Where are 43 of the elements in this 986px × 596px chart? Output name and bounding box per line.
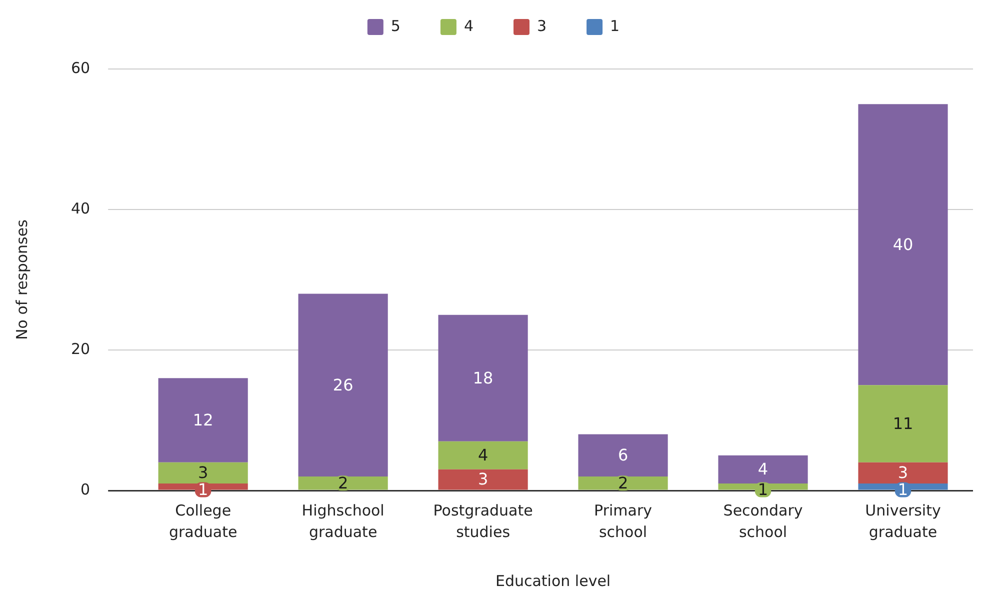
legend-label: 1 <box>610 16 620 35</box>
bar <box>718 455 808 484</box>
bar <box>438 441 528 470</box>
y-tick-label: 20 <box>70 340 90 358</box>
data-label: 4 <box>478 446 488 465</box>
data-label: 6 <box>618 446 628 465</box>
x-tick-label: Primary school <box>594 501 652 542</box>
bar <box>438 469 528 490</box>
data-label: 12 <box>192 410 214 430</box>
x-axis-title: Education level <box>495 572 611 590</box>
x-tick-label: Highschool graduate <box>302 501 384 542</box>
data-label: 3 <box>198 463 208 482</box>
data-label: 1 <box>758 480 768 499</box>
y-axis-title: No of responses <box>12 219 31 340</box>
legend-label: 4 <box>464 16 474 35</box>
bar <box>298 294 388 476</box>
x-tick-label: Postgraduate studies <box>433 501 533 542</box>
bar <box>578 434 668 476</box>
x-tick-label: Secondary school <box>723 501 803 542</box>
data-label: 3 <box>898 463 908 482</box>
bar <box>858 462 948 484</box>
legend-label: 5 <box>390 16 400 35</box>
data-label: 3 <box>478 470 488 489</box>
data-label: 26 <box>332 375 354 394</box>
data-label: 2 <box>338 473 348 492</box>
data-label: 40 <box>892 234 914 254</box>
bar <box>858 385 948 462</box>
data-label: 18 <box>472 368 494 388</box>
bar <box>158 378 248 462</box>
data-label: 1 <box>898 480 908 499</box>
data-label: 11 <box>892 414 914 433</box>
y-tick-label: 0 <box>80 480 90 498</box>
y-tick-label: 40 <box>70 199 90 218</box>
data-label: 1 <box>198 480 208 499</box>
data-label: 2 <box>618 473 628 492</box>
bar <box>158 462 248 484</box>
data-label: 4 <box>758 460 768 479</box>
x-tick-label: University graduate <box>865 501 941 542</box>
x-tick-label: College graduate <box>168 501 238 542</box>
y-tick-label: 60 <box>70 58 90 77</box>
bar <box>858 104 948 386</box>
bar <box>438 314 528 442</box>
legend-label: 3 <box>537 16 547 35</box>
